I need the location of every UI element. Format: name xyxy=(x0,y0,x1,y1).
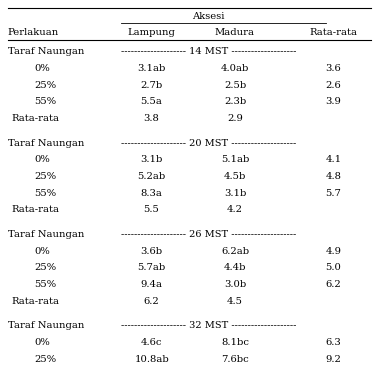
Text: 5.2ab: 5.2ab xyxy=(138,172,166,181)
Text: Madura: Madura xyxy=(215,28,255,37)
Text: 4.5b: 4.5b xyxy=(224,172,246,181)
Text: 5.7ab: 5.7ab xyxy=(138,264,166,272)
Text: 25%: 25% xyxy=(34,172,56,181)
Text: 55%: 55% xyxy=(34,189,56,198)
Text: 0%: 0% xyxy=(34,247,50,256)
Text: 25%: 25% xyxy=(34,81,56,90)
Text: 6.2: 6.2 xyxy=(326,280,341,289)
Text: 4.9: 4.9 xyxy=(326,247,341,256)
Text: 8.3a: 8.3a xyxy=(141,189,163,198)
Text: 3.1b: 3.1b xyxy=(224,189,246,198)
Text: 2.9: 2.9 xyxy=(227,114,243,123)
Text: 10.8ab: 10.8ab xyxy=(134,355,169,364)
Text: -------------------- 14 MST --------------------: -------------------- 14 MST ------------… xyxy=(121,48,296,56)
Text: Rata-rata: Rata-rata xyxy=(11,205,60,214)
Text: 25%: 25% xyxy=(34,355,56,364)
Text: 4.1: 4.1 xyxy=(326,156,341,164)
Text: 3.9: 3.9 xyxy=(326,97,341,107)
Text: 8.1bc: 8.1bc xyxy=(221,338,249,347)
Text: Rata-rata: Rata-rata xyxy=(310,28,357,37)
Text: 2.6: 2.6 xyxy=(326,81,341,90)
Text: 25%: 25% xyxy=(34,264,56,272)
Text: 3.1ab: 3.1ab xyxy=(138,64,166,73)
Text: 3.0b: 3.0b xyxy=(224,280,246,289)
Text: 0%: 0% xyxy=(34,64,50,73)
Text: 2.3b: 2.3b xyxy=(224,97,246,107)
Text: 4.4b: 4.4b xyxy=(224,264,246,272)
Text: Taraf Naungan: Taraf Naungan xyxy=(8,321,84,330)
Text: 5.7: 5.7 xyxy=(326,189,341,198)
Text: Rata-rata: Rata-rata xyxy=(11,297,60,306)
Text: 5.1ab: 5.1ab xyxy=(221,156,249,164)
Text: 6.3: 6.3 xyxy=(326,338,341,347)
Text: 3.8: 3.8 xyxy=(144,114,160,123)
Text: 5.5: 5.5 xyxy=(144,205,160,214)
Text: 2.5b: 2.5b xyxy=(224,81,246,90)
Text: -------------------- 26 MST --------------------: -------------------- 26 MST ------------… xyxy=(121,230,296,239)
Text: 5.0: 5.0 xyxy=(326,264,341,272)
Text: Taraf Naungan: Taraf Naungan xyxy=(8,48,84,56)
Text: 55%: 55% xyxy=(34,280,56,289)
Text: Taraf Naungan: Taraf Naungan xyxy=(8,230,84,239)
Text: -------------------- 32 MST --------------------: -------------------- 32 MST ------------… xyxy=(121,321,296,330)
Text: -------------------- 20 MST --------------------: -------------------- 20 MST ------------… xyxy=(121,139,296,148)
Text: 4.0ab: 4.0ab xyxy=(221,64,249,73)
Text: 55%: 55% xyxy=(34,97,56,107)
Text: 6.2: 6.2 xyxy=(144,297,160,306)
Text: 3.6: 3.6 xyxy=(326,64,341,73)
Text: 0%: 0% xyxy=(34,156,50,164)
Text: 4.6c: 4.6c xyxy=(141,338,162,347)
Text: Perlakuan: Perlakuan xyxy=(8,28,59,37)
Text: 6.2ab: 6.2ab xyxy=(221,247,249,256)
Text: Aksesi: Aksesi xyxy=(192,12,225,21)
Text: 0%: 0% xyxy=(34,338,50,347)
Text: 7.6bc: 7.6bc xyxy=(221,355,249,364)
Text: 4.2: 4.2 xyxy=(227,205,243,214)
Text: 2.7b: 2.7b xyxy=(141,81,163,90)
Text: 5.5a: 5.5a xyxy=(141,97,163,107)
Text: 4.8: 4.8 xyxy=(326,172,341,181)
Text: 3.1b: 3.1b xyxy=(140,156,163,164)
Text: 9.4a: 9.4a xyxy=(141,280,163,289)
Text: 9.2: 9.2 xyxy=(326,355,341,364)
Text: Lampung: Lampung xyxy=(128,28,175,37)
Text: 3.6b: 3.6b xyxy=(141,247,163,256)
Text: Taraf Naungan: Taraf Naungan xyxy=(8,139,84,148)
Text: Rata-rata: Rata-rata xyxy=(11,114,60,123)
Text: 4.5: 4.5 xyxy=(227,297,243,306)
